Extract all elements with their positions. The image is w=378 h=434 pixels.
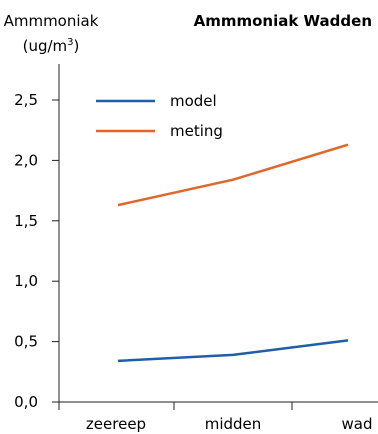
x-tick-label: midden [205,415,262,433]
y-axis-unit-base: (ug/m [23,37,68,55]
series-line-model [117,339,349,363]
y-tick-label: 1,5 [14,212,38,230]
y-axis-title-line1: Ammmoniak [4,12,99,30]
series-lines [117,143,349,363]
chart-title: Ammmoniak Wadden [194,12,372,30]
x-ticks: zeereep midden wad [58,402,373,433]
legend-label-meting: meting [170,122,223,140]
x-tick-label: zeereep [86,415,146,433]
y-axis-title-line2: (ug/m3) [23,37,80,55]
y-axis-unit-superscript: 3 [67,37,73,48]
y-tick-label: 1,0 [14,272,38,290]
y-ticks: 0,0 0,5 1,0 1,5 2,0 2,5 [14,91,59,411]
x-tick-label: wad [342,415,373,433]
y-tick-label: 2,5 [14,91,38,109]
y-tick-label: 2,0 [14,151,38,169]
legend-label-model: model [170,92,217,110]
y-axis-unit-end: ) [74,37,80,55]
series-line-meting [117,143,349,207]
legend: model meting [96,92,223,140]
y-tick-label: 0,0 [14,393,38,411]
y-tick-label: 0,5 [14,333,38,351]
